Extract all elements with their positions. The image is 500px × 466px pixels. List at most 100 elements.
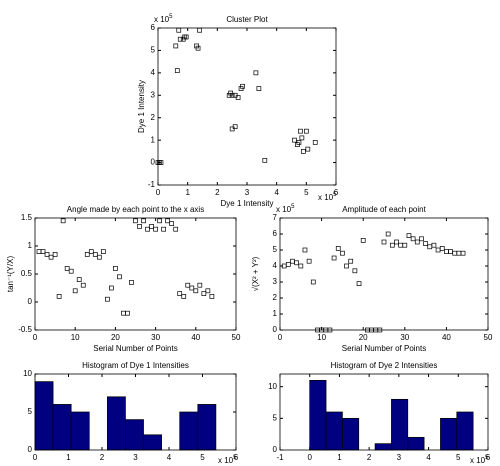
marker bbox=[137, 224, 142, 229]
bar bbox=[342, 417, 360, 451]
marker bbox=[76, 277, 82, 282]
bar bbox=[179, 411, 199, 451]
marker bbox=[240, 83, 245, 89]
axis-exponent: x 105 bbox=[154, 14, 173, 25]
marker bbox=[157, 218, 162, 224]
x-tick-label: 30 bbox=[400, 333, 409, 342]
y-tick-label: 7 bbox=[273, 213, 278, 222]
marker bbox=[153, 226, 158, 232]
marker bbox=[56, 294, 62, 299]
marker bbox=[72, 288, 78, 294]
y-axis-label: Dye 1 Intensity bbox=[137, 80, 146, 133]
x-tick-label: 6 bbox=[334, 188, 339, 197]
marker bbox=[129, 280, 134, 285]
marker bbox=[340, 250, 345, 256]
x-axis-label: Dye 1 Intensity bbox=[221, 199, 274, 208]
x-tick-label: 3 bbox=[245, 188, 250, 197]
y-tick-label: 0 bbox=[151, 158, 156, 167]
exponent-power: 5 bbox=[485, 455, 489, 461]
bar bbox=[440, 417, 458, 451]
marker bbox=[173, 43, 179, 49]
marker bbox=[80, 282, 86, 288]
marker bbox=[228, 90, 234, 96]
marker bbox=[419, 236, 424, 242]
marker bbox=[189, 285, 195, 291]
y-tick-label: 3 bbox=[151, 90, 156, 99]
axes-box bbox=[34, 373, 237, 451]
marker bbox=[169, 221, 175, 226]
marker bbox=[406, 233, 412, 238]
marker bbox=[352, 268, 358, 274]
y-tick-label: 5 bbox=[28, 407, 33, 416]
marker bbox=[177, 291, 183, 296]
exponent-power: 5 bbox=[291, 204, 295, 210]
exponent-power: 5 bbox=[169, 14, 173, 20]
marker bbox=[52, 252, 58, 257]
marker bbox=[303, 128, 309, 134]
marker bbox=[149, 224, 154, 229]
marker bbox=[161, 226, 166, 232]
y-tick-label: 1 bbox=[273, 309, 278, 318]
x-tick-label: 10 bbox=[317, 333, 326, 342]
y-tick-label: 0.5 bbox=[21, 269, 33, 278]
y-axis-label: √(X² + Y²) bbox=[251, 256, 260, 291]
marker bbox=[299, 135, 305, 141]
marker bbox=[410, 236, 416, 242]
y-tick-label: 1 bbox=[28, 241, 33, 250]
bar bbox=[309, 379, 327, 451]
y-tick-label: 0 bbox=[28, 297, 33, 306]
x-tick-label: 40 bbox=[191, 333, 200, 342]
marker bbox=[439, 246, 445, 251]
exponent-base: x 10 bbox=[470, 456, 486, 465]
x-tick-label: 0 bbox=[278, 333, 283, 342]
axis-exponent: x 105 bbox=[218, 455, 237, 466]
axis-exponent: x 105 bbox=[276, 204, 295, 215]
marker bbox=[109, 285, 114, 291]
bar bbox=[456, 411, 474, 451]
x-tick-label: 5 bbox=[456, 453, 461, 462]
x-tick-label: 1 bbox=[337, 453, 342, 462]
marker bbox=[88, 249, 94, 254]
marker bbox=[302, 247, 308, 253]
marker bbox=[312, 140, 318, 145]
marker bbox=[197, 282, 203, 288]
marker bbox=[348, 258, 354, 264]
x-tick-label: 1 bbox=[66, 453, 71, 462]
marker bbox=[195, 45, 201, 51]
chart-title: Cluster Plot bbox=[226, 15, 268, 24]
y-tick-label: 6 bbox=[273, 229, 278, 238]
axis-exponent: x 105 bbox=[470, 455, 489, 466]
marker bbox=[165, 218, 171, 224]
y-tick-label: 5 bbox=[151, 46, 156, 55]
marker bbox=[414, 239, 420, 245]
marker bbox=[205, 288, 211, 294]
bar bbox=[70, 411, 90, 451]
marker bbox=[68, 268, 74, 274]
marker bbox=[40, 249, 46, 254]
marker bbox=[133, 218, 138, 224]
chart-title: Histogram of Dye 2 Intensities bbox=[331, 361, 438, 370]
exponent-base: x 10 bbox=[318, 193, 334, 202]
x-tick-label: 0 bbox=[307, 453, 312, 462]
marker bbox=[96, 254, 102, 260]
y-tick-label: -0.5 bbox=[18, 325, 32, 334]
bar bbox=[391, 398, 409, 451]
axes-box bbox=[279, 373, 489, 451]
axes-box bbox=[34, 217, 237, 331]
marker bbox=[310, 279, 316, 285]
bar bbox=[125, 419, 144, 451]
marker bbox=[193, 288, 199, 294]
x-tick-label: 50 bbox=[232, 333, 241, 342]
marker bbox=[301, 149, 306, 154]
bar bbox=[52, 404, 72, 451]
marker bbox=[356, 281, 362, 286]
x-tick-label: 6 bbox=[486, 453, 491, 462]
x-tick-label: 4 bbox=[426, 453, 431, 462]
y-tick-label: 3 bbox=[273, 277, 278, 286]
x-tick-label: 4 bbox=[274, 188, 279, 197]
marker bbox=[84, 252, 90, 257]
x-tick-label: -1 bbox=[276, 453, 284, 462]
marker bbox=[256, 86, 262, 91]
marker bbox=[44, 252, 50, 257]
